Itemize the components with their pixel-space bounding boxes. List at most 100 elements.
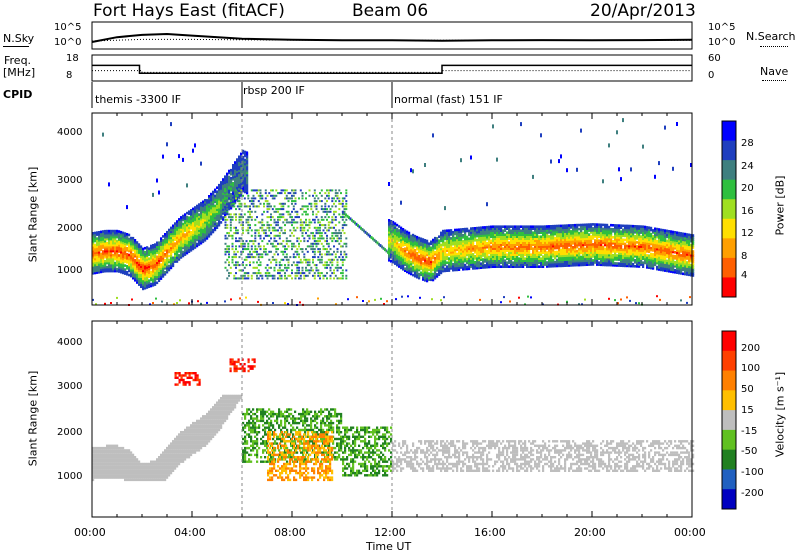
power-cell — [188, 212, 191, 215]
power-cell — [252, 242, 255, 245]
power-cell — [220, 187, 223, 190]
power-cell — [226, 172, 229, 176]
power-cell — [232, 200, 235, 203]
xtick-label-2: 08:00 — [274, 526, 306, 539]
power-cell — [184, 213, 187, 216]
power-cell — [180, 216, 183, 219]
power-cell — [235, 197, 237, 200]
power-cell — [390, 238, 393, 241]
power-cell — [162, 255, 165, 258]
power-cell — [592, 223, 595, 226]
power-cell — [112, 259, 115, 263]
power-cell — [594, 239, 597, 242]
power-cell — [184, 237, 187, 240]
power-cell — [184, 221, 187, 224]
power-cell — [235, 261, 237, 264]
power-cell — [208, 211, 211, 214]
power-cell — [118, 256, 121, 259]
power-cell — [414, 258, 417, 262]
power-cell — [245, 264, 248, 267]
power-cell — [166, 242, 169, 246]
power-cell — [245, 218, 248, 221]
power-cell — [244, 188, 247, 192]
power-cell — [228, 216, 230, 219]
power-cell — [164, 241, 167, 244]
power-cell — [240, 156, 243, 160]
power-cell — [448, 257, 451, 260]
power-cell — [406, 234, 409, 238]
power-cell — [388, 247, 391, 250]
power-cell — [238, 155, 241, 159]
power-cell — [406, 260, 409, 264]
power-cell — [243, 266, 246, 269]
power-cell — [552, 258, 555, 262]
power-cell — [226, 188, 229, 192]
power-cell — [442, 229, 445, 233]
power-cell — [392, 234, 395, 238]
power-cell — [404, 241, 407, 244]
power-cell — [462, 228, 465, 231]
power-cell — [618, 167, 620, 172]
power-cell — [412, 259, 415, 263]
power-cell — [394, 242, 397, 245]
power-cell — [230, 184, 233, 188]
power-cell — [182, 157, 184, 162]
power-cell — [222, 206, 225, 209]
power-cell — [98, 263, 101, 266]
power-cell — [196, 208, 199, 212]
power-cell — [452, 230, 455, 234]
power-cell — [420, 247, 423, 251]
power-cell — [132, 256, 135, 260]
power-ytick-2000: 2000 — [57, 223, 83, 234]
power-cell — [226, 182, 229, 186]
power-cell — [102, 234, 105, 237]
power-cell — [174, 248, 177, 251]
power-cell — [400, 200, 402, 205]
power-cell — [254, 197, 257, 200]
power-cell — [136, 245, 139, 248]
power-cell — [160, 259, 163, 262]
noise-right-tick-bottom: 10^0 — [708, 37, 736, 48]
power-cell — [94, 251, 97, 255]
power-cell — [256, 250, 258, 253]
power-cell — [602, 179, 604, 184]
power-cell — [116, 247, 119, 251]
power-cell — [168, 228, 171, 232]
power-cell — [228, 274, 230, 277]
power-cell — [134, 243, 137, 246]
power-cell — [124, 252, 127, 255]
power-cell — [94, 237, 97, 241]
power-cell — [412, 267, 415, 271]
power-cell — [680, 232, 683, 235]
power-cell — [182, 232, 185, 236]
power-cell — [432, 133, 434, 138]
power-cell — [252, 197, 255, 200]
power-cell — [208, 201, 211, 204]
power-cell — [102, 132, 104, 137]
power-cell — [478, 226, 481, 230]
power-cell — [240, 190, 243, 194]
power-cell — [506, 231, 509, 234]
power-cell — [216, 190, 219, 193]
power-cell — [230, 170, 233, 174]
power-cell — [446, 265, 449, 268]
power-cell — [238, 237, 241, 240]
power-cell — [162, 257, 165, 260]
power-cell — [474, 227, 477, 230]
power-cell — [480, 262, 483, 265]
power-cell — [246, 151, 248, 156]
power-cell — [166, 248, 169, 252]
power-cell — [200, 219, 203, 223]
power-cell — [622, 224, 625, 228]
power-cell — [212, 208, 215, 212]
power-cell — [210, 210, 213, 214]
power-cell — [406, 264, 409, 268]
power-cell — [246, 163, 249, 167]
power-cell — [218, 213, 221, 217]
power-cell — [408, 233, 411, 237]
power-cell — [98, 255, 101, 258]
power-cell — [144, 272, 147, 276]
power-cell — [208, 205, 211, 208]
power-cell — [112, 245, 115, 249]
